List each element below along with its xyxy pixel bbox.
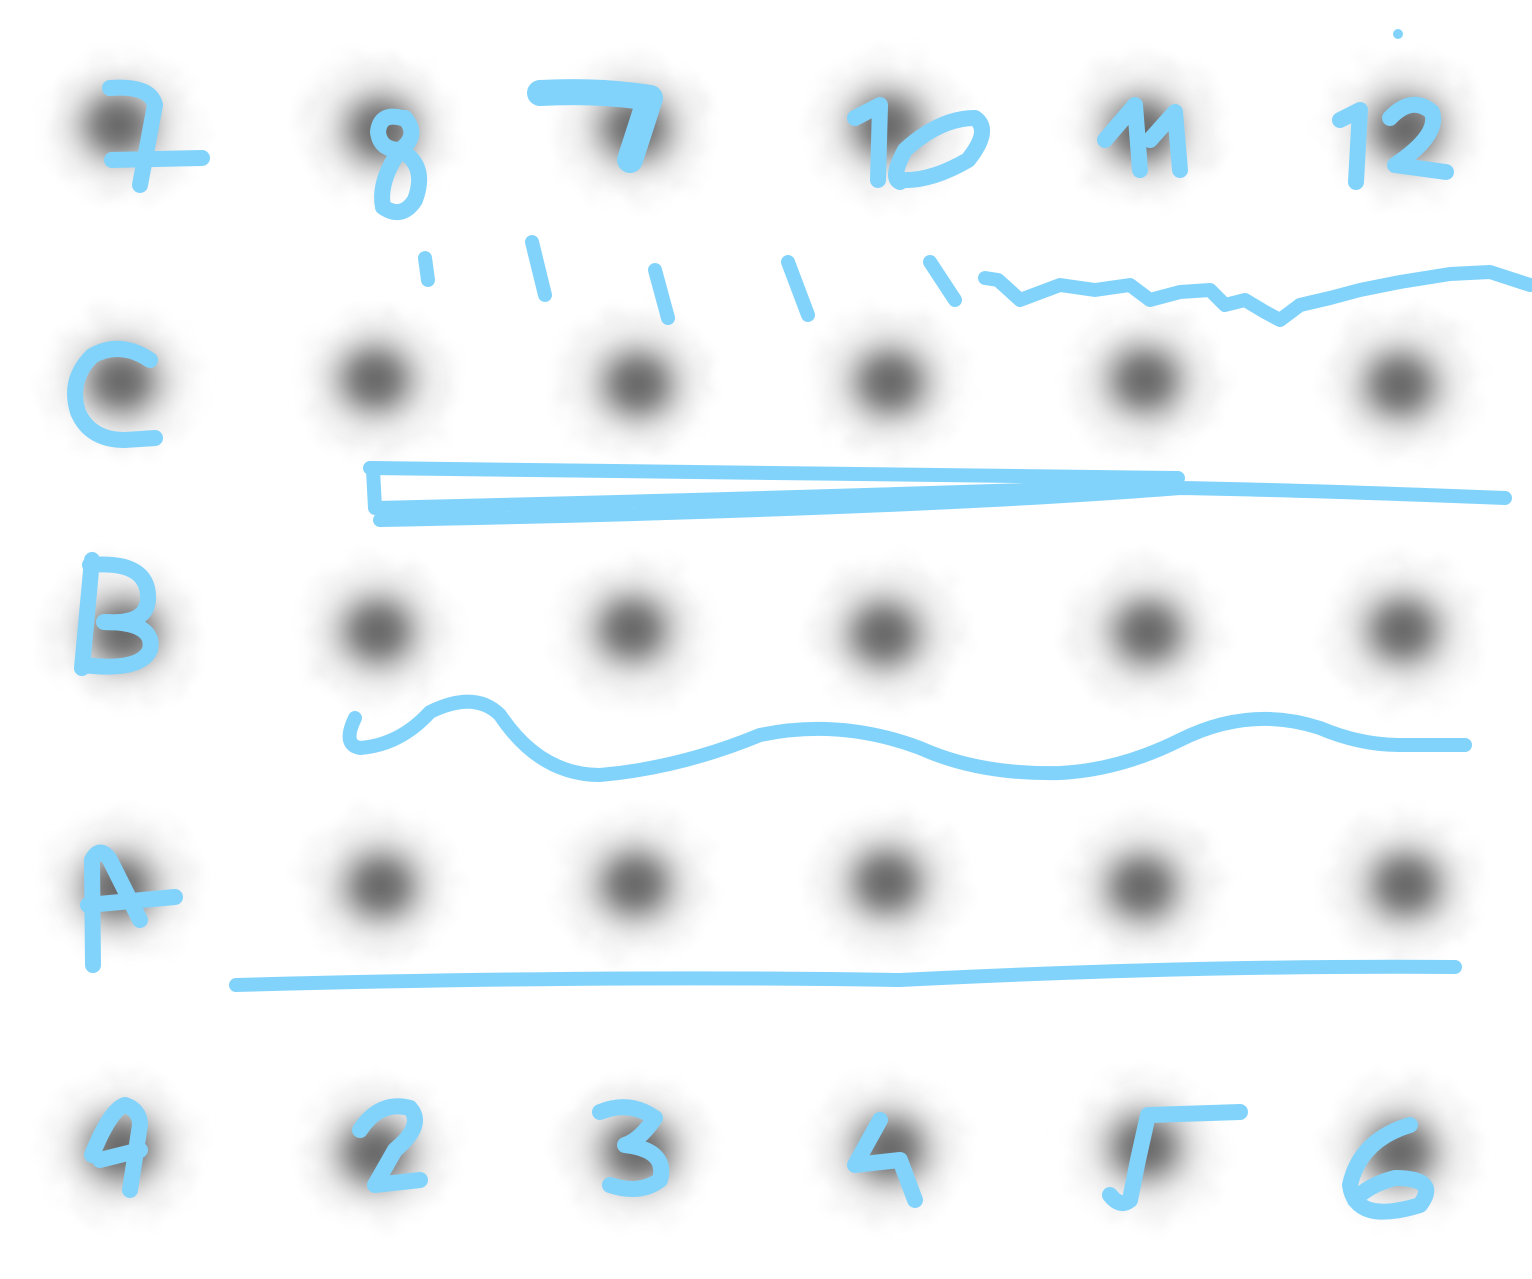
row-label-a: [80, 844, 183, 973]
smoke-puff-icon: [1310, 40, 1494, 216]
smoke-puff-icon: [542, 294, 726, 470]
frame-number-12-dot: [1393, 29, 1403, 39]
smoke-puff-icon: [796, 797, 980, 973]
smoke-puff-icon: [286, 544, 470, 720]
frame-number-7: [102, 79, 210, 193]
frame-number-2: [352, 1098, 428, 1193]
smoke-puff-icon: [542, 544, 726, 720]
row-label-b: [74, 552, 159, 676]
smoke-puff-icon: [1310, 797, 1494, 973]
frame-number-5: [1102, 1104, 1248, 1211]
frame-number-1: [84, 1097, 148, 1198]
frame-number-4: [847, 1112, 923, 1208]
smoke-puff-icon: [1053, 294, 1237, 470]
smoke-puff-icon: [1053, 797, 1237, 973]
frame-number-12: [1332, 96, 1454, 190]
zigzag-line-icon: [978, 265, 1532, 327]
frame-number-11: [1097, 97, 1188, 178]
smoke-puff-icon: [286, 1062, 470, 1238]
smoke-puff-icon: [286, 294, 470, 470]
row-labels: [67, 340, 183, 973]
straight-line-icon: [229, 959, 1462, 992]
wavy-line-icon: [342, 694, 1472, 782]
smoke-puff-grid: [30, 40, 1494, 1238]
smoke-puff-icon: [1310, 544, 1494, 720]
smoke-puff-icon: [1310, 294, 1494, 470]
frame-numbers: [84, 29, 1454, 1220]
double-straight-line-icon: [363, 461, 1512, 527]
smoke-puff-icon: [796, 294, 980, 470]
frame-number-8: [370, 108, 427, 221]
smoke-puff-icon: [796, 544, 980, 720]
frame-number-10: [847, 97, 990, 190]
frame-number-3: [592, 1099, 670, 1197]
smoke-puff-icon: [796, 1062, 980, 1238]
tick-marks-icon: [418, 235, 962, 325]
smoke-puff-icon: [542, 797, 726, 973]
smoke-puff-icon: [30, 40, 214, 216]
smoke-puff-icon: [1053, 40, 1237, 216]
smoke-puff-icon: [1053, 544, 1237, 720]
frame-number-6: [1342, 1117, 1435, 1220]
ink-strokes: [229, 235, 1532, 992]
row-label-c: [67, 340, 163, 448]
smoke-puff-icon: [286, 797, 470, 973]
frame-number-9: [527, 79, 663, 173]
